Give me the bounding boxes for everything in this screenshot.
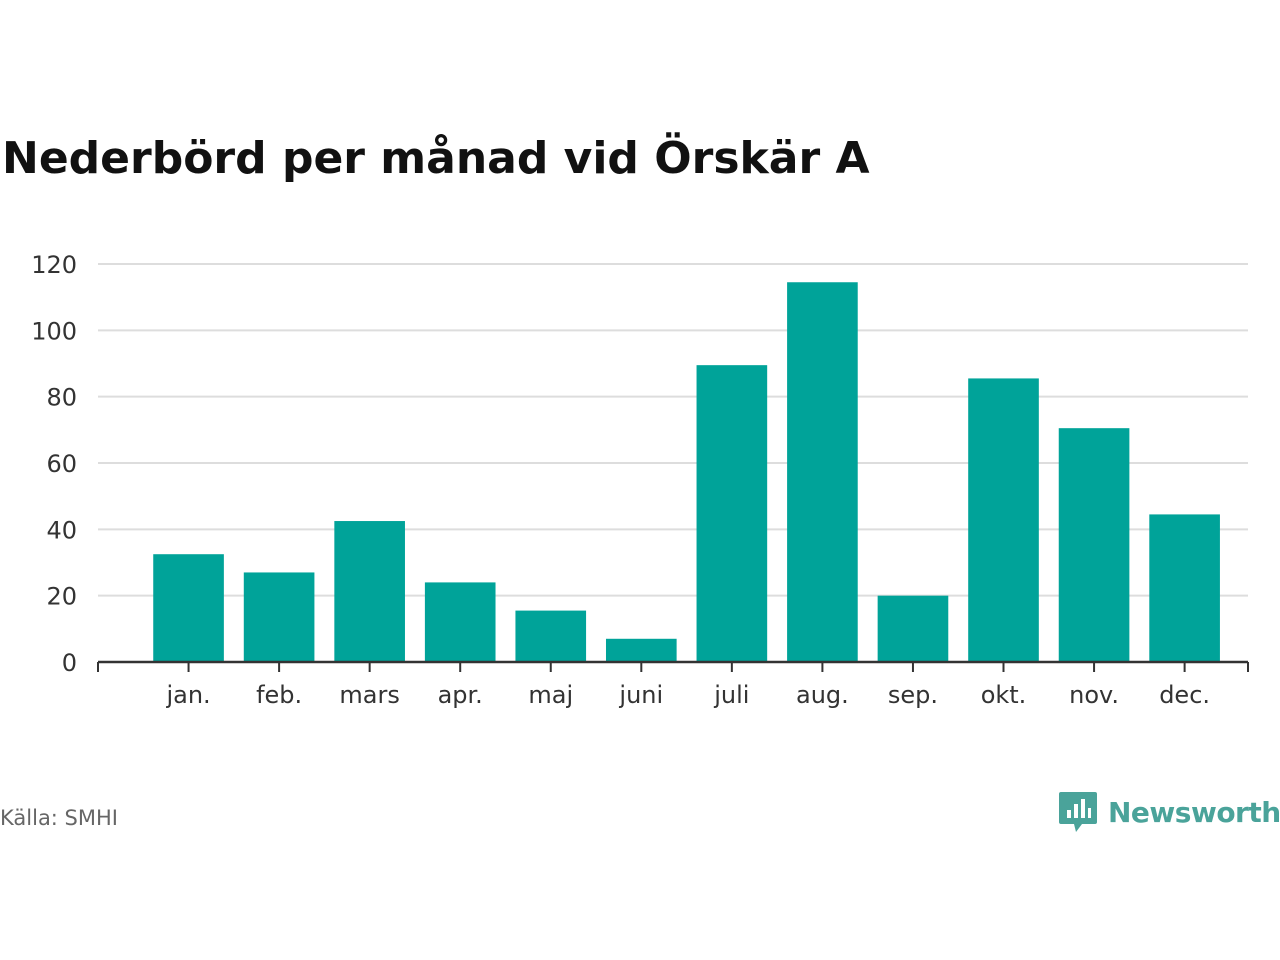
y-tick-label: 80 — [46, 384, 77, 412]
y-tick-label: 40 — [46, 516, 77, 544]
bar — [153, 554, 224, 662]
x-tick-label: maj — [528, 681, 573, 709]
bar — [968, 378, 1039, 662]
chart-title: Nederbörd per månad vid Örskär A — [2, 133, 870, 184]
x-tick-labels: jan. feb. mars apr. maj juni juli aug. sep. okt. n… — [165, 681, 1210, 709]
y-tick-label: 100 — [31, 317, 77, 345]
y-tick-label: 0 — [62, 649, 77, 677]
bars — [153, 282, 1220, 662]
newsworthy-logo-icon — [1059, 792, 1097, 832]
x-tick-label: okt. — [981, 681, 1027, 709]
axes — [97, 660, 1249, 672]
x-tick-label: juli — [713, 681, 749, 709]
y-tick-label: 20 — [46, 583, 77, 611]
bar — [515, 610, 587, 662]
bar — [334, 521, 405, 662]
y-tick-labels: 0 20 40 60 80 100 120 — [31, 251, 77, 677]
bar — [696, 365, 768, 662]
x-tick-label: mars — [339, 681, 399, 709]
bar — [877, 595, 949, 662]
bar — [1058, 428, 1130, 662]
bar — [424, 582, 496, 662]
brand-name: Newsworthy — [1108, 795, 1280, 829]
x-tick-label: nov. — [1069, 681, 1119, 709]
source-note: Källa: SMHI — [0, 806, 118, 830]
bar — [787, 282, 858, 662]
x-tick-label: aug. — [796, 681, 849, 709]
x-tick-label: juni — [618, 681, 663, 709]
x-tick-label: sep. — [888, 681, 938, 709]
bar — [243, 572, 315, 662]
x-tick-label: feb. — [256, 681, 302, 709]
x-tick-label: apr. — [438, 681, 483, 709]
bar — [605, 638, 677, 662]
x-tick-label: dec. — [1159, 681, 1210, 709]
y-tick-label: 120 — [31, 251, 77, 279]
brand-logo: Newsworthy — [1058, 790, 1280, 834]
bar — [1149, 514, 1220, 662]
y-tick-label: 60 — [46, 450, 77, 478]
x-tick-label: jan. — [165, 681, 210, 709]
